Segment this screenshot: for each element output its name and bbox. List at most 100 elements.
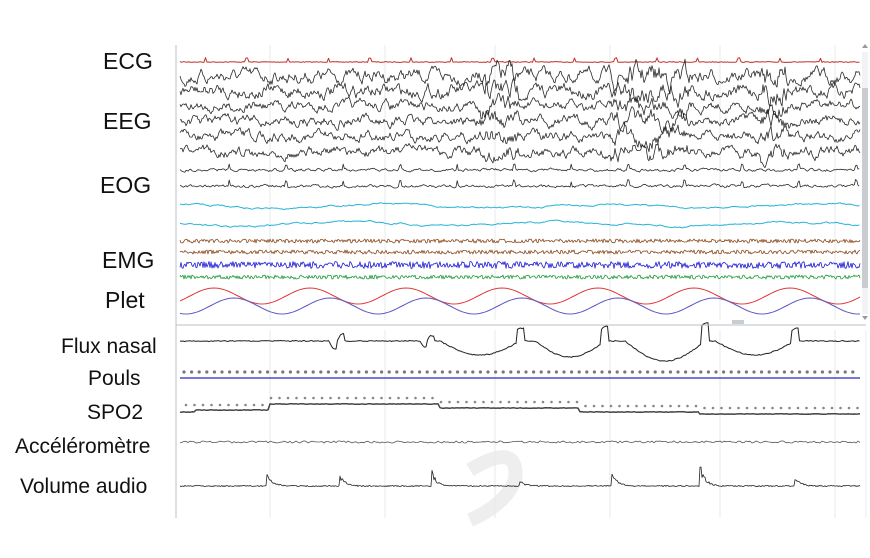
pouls-marker: [349, 370, 353, 374]
horizontal-scrollbar-thumb[interactable]: [732, 320, 744, 324]
channel-label-plet: Plet: [105, 287, 145, 313]
scroll-up-arrow-icon[interactable]: [862, 44, 868, 48]
emg-trace: [179, 274, 861, 280]
pouls-marker: [744, 370, 749, 374]
spo2-marker: [490, 400, 494, 404]
ecg-trace: [179, 57, 860, 63]
pouls-marker: [760, 370, 764, 374]
pouls-marker: [266, 370, 270, 374]
spo2-marker: [414, 396, 417, 400]
spo2-marker: [839, 406, 842, 410]
watermark-shape: [466, 450, 523, 527]
spo2-marker: [295, 396, 298, 400]
spo2-marker: [473, 400, 477, 404]
spo2-marker: [244, 403, 247, 407]
channel-label-eeg: EEG: [103, 108, 152, 134]
eeg-trace: [179, 73, 861, 108]
spo2-marker: [431, 396, 434, 400]
spo2-marker: [507, 400, 511, 404]
pouls-marker: [782, 370, 787, 374]
spo2-marker: [337, 396, 341, 400]
eog-cyan-trace: [180, 202, 860, 210]
spo2-marker: [261, 403, 264, 407]
eeg-trace: [179, 58, 861, 95]
pouls-marker: [410, 370, 414, 374]
spo2-marker: [847, 406, 851, 410]
spo2-marker: [779, 406, 783, 410]
spo2-marker: [329, 396, 332, 400]
spo2-marker: [728, 406, 732, 410]
pouls-marker: [554, 370, 559, 374]
lower-signal-panel[interactable]: [179, 322, 861, 488]
pouls-marker: [752, 370, 756, 374]
spo2-marker: [643, 404, 647, 408]
spo2-marker: [218, 403, 222, 407]
spo2-marker: [397, 396, 400, 400]
pouls-marker: [706, 370, 711, 374]
pouls-marker: [509, 370, 513, 374]
pouls-marker: [395, 370, 399, 374]
pouls-marker: [281, 370, 285, 374]
upper-signal-panel[interactable]: [179, 57, 861, 315]
eeg-trace: [179, 121, 861, 153]
pouls-marker: [220, 370, 224, 374]
plet-blue-trace: [179, 297, 861, 315]
pouls-marker: [425, 370, 429, 374]
pouls-marker: [342, 370, 346, 374]
spo2-marker: [550, 400, 553, 404]
spo2-marker: [252, 403, 256, 407]
spo2-marker: [448, 400, 451, 404]
spo2-marker: [703, 406, 706, 410]
spo2-marker: [184, 403, 188, 407]
emg-trace: [179, 249, 861, 255]
pouls-marker: [668, 370, 673, 374]
vertical-scrollbar-thumb[interactable]: [862, 88, 868, 288]
spo2-marker: [371, 396, 375, 400]
spo2-marker: [592, 404, 596, 408]
pouls-marker: [243, 370, 247, 374]
pouls-marker: [478, 370, 482, 374]
pouls-marker: [334, 370, 338, 374]
pouls-marker: [448, 370, 452, 374]
spo2-marker: [456, 400, 460, 404]
pouls-marker: [228, 370, 232, 374]
spo2-marker: [575, 400, 579, 404]
channel-label-eog: EOG: [100, 172, 152, 198]
pouls-marker: [311, 370, 315, 374]
pouls-marker: [190, 370, 194, 374]
pouls-marker: [767, 370, 771, 374]
pouls-marker: [737, 370, 741, 374]
spo2-marker: [771, 406, 774, 410]
emg-trace: [179, 238, 861, 244]
spo2-marker: [227, 403, 230, 407]
pouls-marker: [699, 370, 703, 374]
pouls-marker: [372, 370, 376, 374]
pouls-marker: [592, 370, 597, 374]
flux-nasal-trace: [179, 322, 860, 362]
pouls-marker: [471, 370, 475, 374]
pouls-marker: [539, 370, 543, 374]
spo2-marker: [346, 396, 349, 400]
spo2-marker: [405, 396, 409, 400]
pouls-marker: [653, 370, 657, 374]
pouls-marker: [813, 370, 817, 374]
pouls-marker: [319, 370, 323, 374]
channel-label-accelerometre: Accéléromètre: [15, 435, 151, 458]
spo2-marker: [762, 406, 766, 410]
spo2-marker: [422, 396, 426, 400]
pouls-marker: [387, 370, 391, 374]
spo2-marker: [805, 406, 808, 410]
pouls-marker: [729, 370, 733, 374]
eog-trace: [179, 178, 860, 189]
eeg-trace: [179, 106, 861, 134]
pouls-marker: [440, 370, 444, 374]
pouls-marker: [661, 370, 665, 374]
time-gridlines: [269, 45, 836, 527]
pouls-marker: [570, 370, 574, 374]
spo2-marker: [745, 406, 749, 410]
scroll-down-arrow-icon[interactable]: [862, 316, 868, 320]
spo2-marker: [856, 406, 859, 410]
spo2-marker: [652, 404, 655, 408]
spo2-marker: [482, 400, 485, 404]
